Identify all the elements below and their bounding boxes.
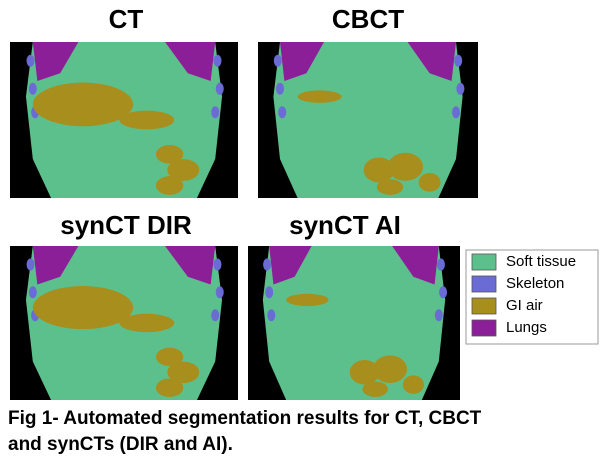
caption-line: Fig 1- Automated segmentation results fo… — [8, 408, 482, 429]
gi-air-region — [362, 381, 388, 397]
gi-air-region — [167, 159, 200, 181]
gi-air-region — [155, 144, 184, 164]
skeleton-region — [211, 309, 220, 322]
gi-air-region — [32, 286, 134, 330]
panel-title: synCT DIR — [60, 210, 192, 240]
skeleton-region — [273, 54, 282, 67]
lung-region — [269, 246, 312, 285]
gi-air-region — [297, 90, 342, 103]
skeleton-region — [434, 309, 443, 322]
skeleton-region — [28, 286, 37, 299]
caption-line: and synCTs (DIR and AI). — [8, 434, 233, 455]
lung-region — [32, 246, 79, 285]
legend-label: Lungs — [506, 319, 547, 336]
skeleton-region — [452, 106, 460, 119]
lung-region — [407, 42, 456, 81]
skeleton-region — [215, 82, 224, 95]
gi-air-region — [349, 359, 380, 385]
skeleton-region — [267, 309, 276, 322]
segmentation-image — [258, 42, 478, 198]
skeleton-region — [213, 54, 222, 67]
gi-air-region — [155, 347, 184, 367]
lung-region — [280, 42, 324, 81]
panel-title: CBCT — [332, 4, 404, 34]
legend-label: Soft tissue — [506, 253, 576, 270]
skeleton-region — [436, 258, 445, 271]
skeleton-region — [211, 106, 220, 119]
panel-title: synCT AI — [289, 210, 401, 240]
skeleton-region — [278, 106, 287, 119]
legend-swatch — [471, 319, 497, 337]
legend-swatch — [471, 275, 497, 293]
segmentation-image — [248, 246, 460, 400]
panel-title: CT — [109, 4, 144, 34]
gi-air-region — [418, 173, 441, 192]
lung-region — [392, 246, 439, 285]
skeleton-region — [265, 286, 274, 299]
gi-air-region — [387, 152, 423, 181]
gi-air-region — [32, 82, 134, 127]
gi-air-region — [155, 378, 184, 397]
skeleton-region — [456, 82, 465, 95]
gi-air-region — [373, 355, 407, 384]
skeleton-region — [263, 258, 272, 271]
skeleton-region — [276, 82, 284, 95]
gi-air-region — [155, 176, 184, 195]
skeleton-region — [454, 54, 463, 67]
skeleton-region — [28, 82, 37, 95]
gi-air-region — [376, 179, 404, 195]
lung-region — [165, 246, 216, 285]
legend-label: GI air — [506, 297, 543, 314]
legend-label: Skeleton — [506, 275, 564, 292]
gi-air-region — [363, 157, 395, 183]
segmentation-image — [10, 246, 238, 400]
lung-region — [165, 42, 216, 81]
lung-region — [32, 42, 79, 81]
gi-air-region — [119, 110, 175, 130]
skeleton-region — [26, 258, 35, 271]
gi-air-region — [167, 361, 200, 384]
skeleton-region — [215, 286, 224, 299]
skeleton-region — [213, 258, 222, 271]
gi-air-region — [402, 375, 424, 394]
gi-air-region — [286, 293, 329, 307]
skeleton-region — [26, 54, 35, 67]
gi-air-region — [119, 313, 175, 333]
legend-swatch — [471, 297, 497, 315]
legend-swatch — [471, 253, 497, 271]
segmentation-image — [10, 42, 238, 198]
skeleton-region — [439, 286, 448, 299]
